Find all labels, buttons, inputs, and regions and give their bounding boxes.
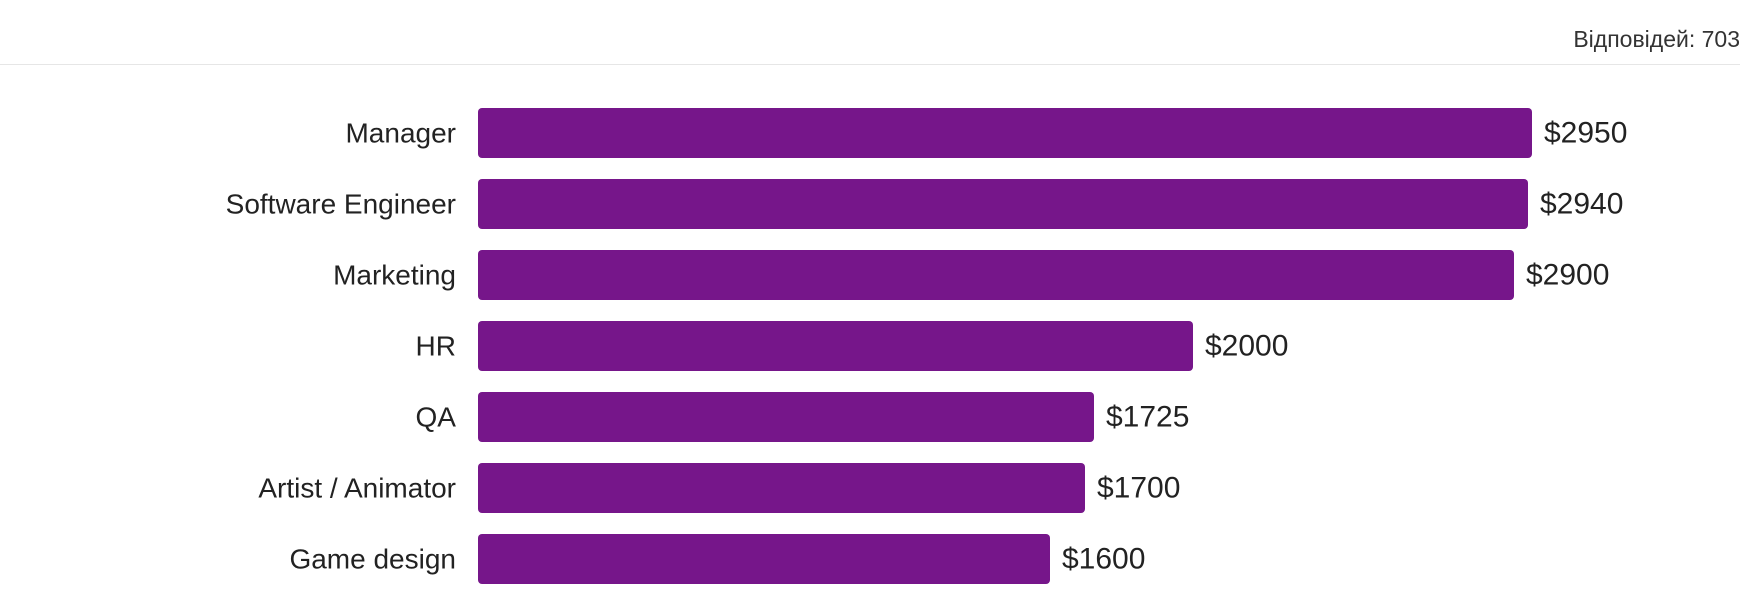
- category-label-5: Artist / Animator: [258, 473, 456, 504]
- value-label-4: $1725: [1106, 401, 1189, 434]
- value-label-2: $2900: [1526, 259, 1609, 292]
- bar-0: [478, 108, 1532, 158]
- category-label-0: Manager: [345, 118, 456, 149]
- bar-6: [478, 534, 1050, 584]
- bar-2: [478, 250, 1514, 300]
- bar-5: [478, 463, 1085, 513]
- bar-1: [478, 179, 1528, 229]
- value-label-0: $2950: [1544, 117, 1627, 150]
- category-label-4: QA: [416, 402, 457, 433]
- responses-count: Відповідей: 703: [1573, 26, 1740, 52]
- bar-4: [478, 392, 1094, 442]
- chart-header: Відповідей: 703: [0, 0, 1740, 65]
- category-label-3: HR: [416, 331, 456, 362]
- category-label-2: Marketing: [333, 260, 456, 291]
- category-label-6: Game design: [289, 544, 456, 575]
- value-label-5: $1700: [1097, 472, 1180, 505]
- value-label-3: $2000: [1205, 330, 1288, 363]
- value-label-6: $1600: [1062, 543, 1145, 576]
- value-label-1: $2940: [1540, 188, 1623, 221]
- bar-3: [478, 321, 1193, 371]
- category-label-1: Software Engineer: [226, 189, 456, 220]
